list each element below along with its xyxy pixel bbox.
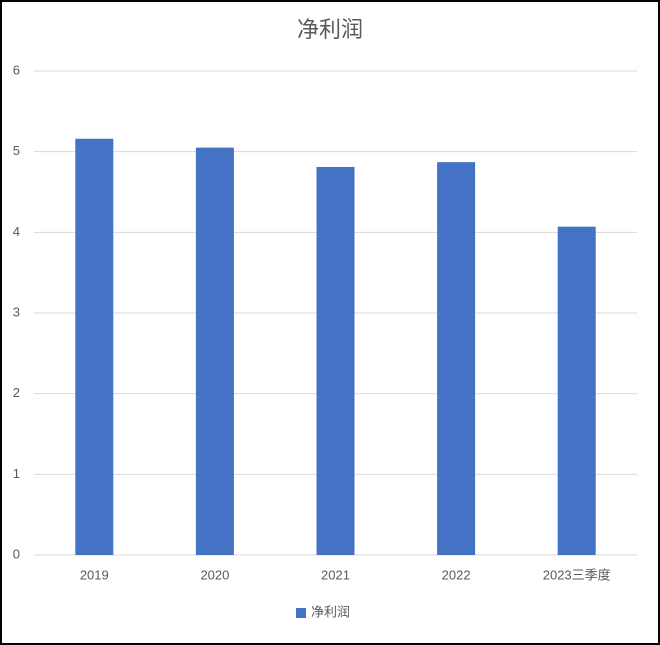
y-tick-label: 5 [13,143,20,158]
legend-swatch [296,608,306,618]
x-tick-label: 2021 [321,567,350,582]
x-tick-label: 2023三季度 [543,567,611,582]
bar [75,138,114,555]
y-tick-label: 0 [13,546,20,561]
y-tick-label: 1 [13,466,20,481]
x-tick-label: 2022 [442,567,471,582]
bar [557,226,596,556]
chart-title: 净利润 [297,17,363,42]
y-tick-label: 3 [13,304,20,319]
y-tick-label: 6 [13,62,20,77]
bar [437,162,476,556]
bar [195,147,234,555]
x-tick-label: 2019 [80,567,109,582]
legend-label: 净利润 [311,604,350,619]
bar [316,166,355,555]
y-tick-label: 4 [13,224,20,239]
y-tick-label: 2 [13,385,20,400]
x-tick-label: 2020 [200,567,229,582]
